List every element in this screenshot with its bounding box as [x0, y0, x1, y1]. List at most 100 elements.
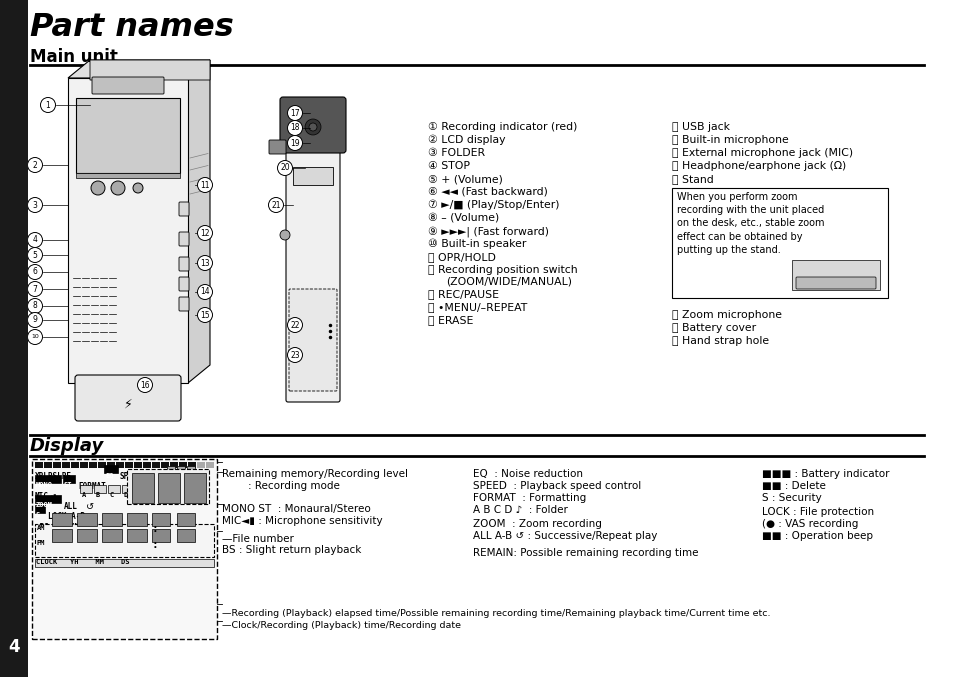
Circle shape [91, 181, 105, 195]
Bar [0, 0, 28, 677]
Text: 4: 4 [9, 638, 20, 656]
Text: ⁠BS◄● REMAIN: ⁠BS◄● REMAIN [35, 522, 91, 531]
Text: ⑰ Built-in microphone: ⑰ Built-in microphone [671, 135, 788, 145]
Bar [35, 559, 213, 567]
Text: 20: 20 [280, 164, 290, 173]
Text: : Recording mode: : Recording mode [248, 481, 339, 491]
FancyBboxPatch shape [179, 297, 189, 311]
Bar [152, 462, 160, 468]
FancyBboxPatch shape [286, 103, 339, 402]
Bar [77, 513, 97, 526]
Text: 14: 14 [200, 288, 210, 297]
Text: ■■ : Delete: ■■ : Delete [761, 481, 825, 491]
Text: —Clock/Recording (Playback) time/Recording date: —Clock/Recording (Playback) time/Recordi… [222, 621, 460, 630]
Text: SPEED: SPEED [120, 472, 143, 481]
Text: 6: 6 [32, 267, 37, 276]
Text: —File number: —File number [222, 534, 294, 544]
Text: 17: 17 [290, 108, 299, 118]
Circle shape [137, 378, 152, 393]
Bar [127, 469, 209, 504]
Text: 5: 5 [32, 250, 37, 259]
Circle shape [132, 183, 143, 193]
Bar [188, 462, 195, 468]
Bar [143, 462, 151, 468]
Bar [35, 462, 43, 468]
Bar [94, 485, 106, 493]
Text: 13: 13 [200, 259, 210, 267]
Circle shape [28, 232, 43, 248]
Text: 21: 21 [271, 200, 280, 209]
Text: 7: 7 [32, 284, 37, 294]
Bar [132, 473, 153, 503]
Text: ① Recording indicator (red): ① Recording indicator (red) [428, 122, 577, 132]
FancyBboxPatch shape [280, 97, 346, 153]
Text: 16: 16 [140, 380, 150, 389]
FancyBboxPatch shape [269, 140, 286, 154]
Bar [152, 529, 170, 542]
Bar [107, 462, 115, 468]
Circle shape [28, 282, 43, 297]
Circle shape [28, 248, 43, 263]
Text: D: D [124, 492, 128, 498]
Bar [102, 529, 122, 542]
FancyBboxPatch shape [179, 277, 189, 291]
Bar [152, 513, 170, 526]
Text: 15: 15 [200, 311, 210, 320]
Text: When you perform zoom
recording with the unit placed
on the desk, etc., stable z: When you perform zoom recording with the… [677, 192, 823, 255]
Text: ♪: ♪ [140, 492, 146, 502]
Text: ⑭ •MENU/–REPEAT: ⑭ •MENU/–REPEAT [428, 302, 527, 312]
Bar [35, 524, 213, 557]
Bar [116, 462, 124, 468]
Polygon shape [68, 60, 210, 78]
Text: LOCK A-B: LOCK A-B [48, 512, 85, 521]
Circle shape [197, 225, 213, 240]
Text: ③ FOLDER: ③ FOLDER [428, 148, 485, 158]
Text: SPEED  : Playback speed control: SPEED : Playback speed control [473, 481, 640, 491]
Bar [791, 260, 879, 290]
Circle shape [287, 347, 302, 362]
Text: S: S [36, 512, 40, 518]
Text: 9: 9 [32, 315, 37, 324]
Circle shape [28, 313, 43, 328]
Bar [44, 462, 52, 468]
Text: Main unit: Main unit [30, 48, 118, 66]
Bar [293, 167, 333, 185]
Text: EQ: EQ [105, 472, 113, 478]
Bar [52, 513, 71, 526]
Bar [127, 513, 147, 526]
Text: ⑮ ERASE: ⑮ ERASE [428, 315, 473, 325]
Text: ⑩ Built-in speaker: ⑩ Built-in speaker [428, 239, 526, 249]
Circle shape [268, 198, 283, 213]
Text: ⚡: ⚡ [124, 398, 132, 411]
Bar [35, 495, 61, 503]
Text: :: : [152, 524, 158, 534]
Circle shape [28, 330, 43, 345]
Bar [80, 485, 91, 493]
Text: ZOOM  : Zoom recording: ZOOM : Zoom recording [473, 519, 601, 529]
Circle shape [287, 106, 302, 121]
Circle shape [28, 265, 43, 280]
Circle shape [28, 158, 43, 173]
Bar [158, 473, 180, 503]
Circle shape [287, 121, 302, 135]
Circle shape [197, 255, 213, 271]
Bar [167, 466, 174, 473]
Text: :: : [152, 540, 158, 550]
Bar [671, 188, 887, 298]
Circle shape [287, 135, 302, 150]
Text: ALL A-B ↺ : Successive/Repeat play: ALL A-B ↺ : Successive/Repeat play [473, 531, 657, 541]
Text: ⑪ OPR/HOLD: ⑪ OPR/HOLD [428, 252, 496, 262]
Circle shape [111, 181, 125, 195]
FancyBboxPatch shape [179, 232, 189, 246]
Text: 19: 19 [290, 139, 299, 148]
Bar [35, 505, 45, 513]
Circle shape [277, 160, 293, 175]
Circle shape [197, 284, 213, 299]
Bar [77, 529, 97, 542]
Text: Display: Display [30, 437, 104, 455]
Bar [187, 466, 194, 473]
Text: —Recording (Playback) elapsed time/Possible remaining recording time/Remaining p: —Recording (Playback) elapsed time/Possi… [222, 609, 770, 618]
Bar [32, 459, 216, 639]
Text: ■■ : Operation beep: ■■ : Operation beep [761, 531, 872, 541]
Text: ⑧ – (Volume): ⑧ – (Volume) [428, 213, 498, 223]
